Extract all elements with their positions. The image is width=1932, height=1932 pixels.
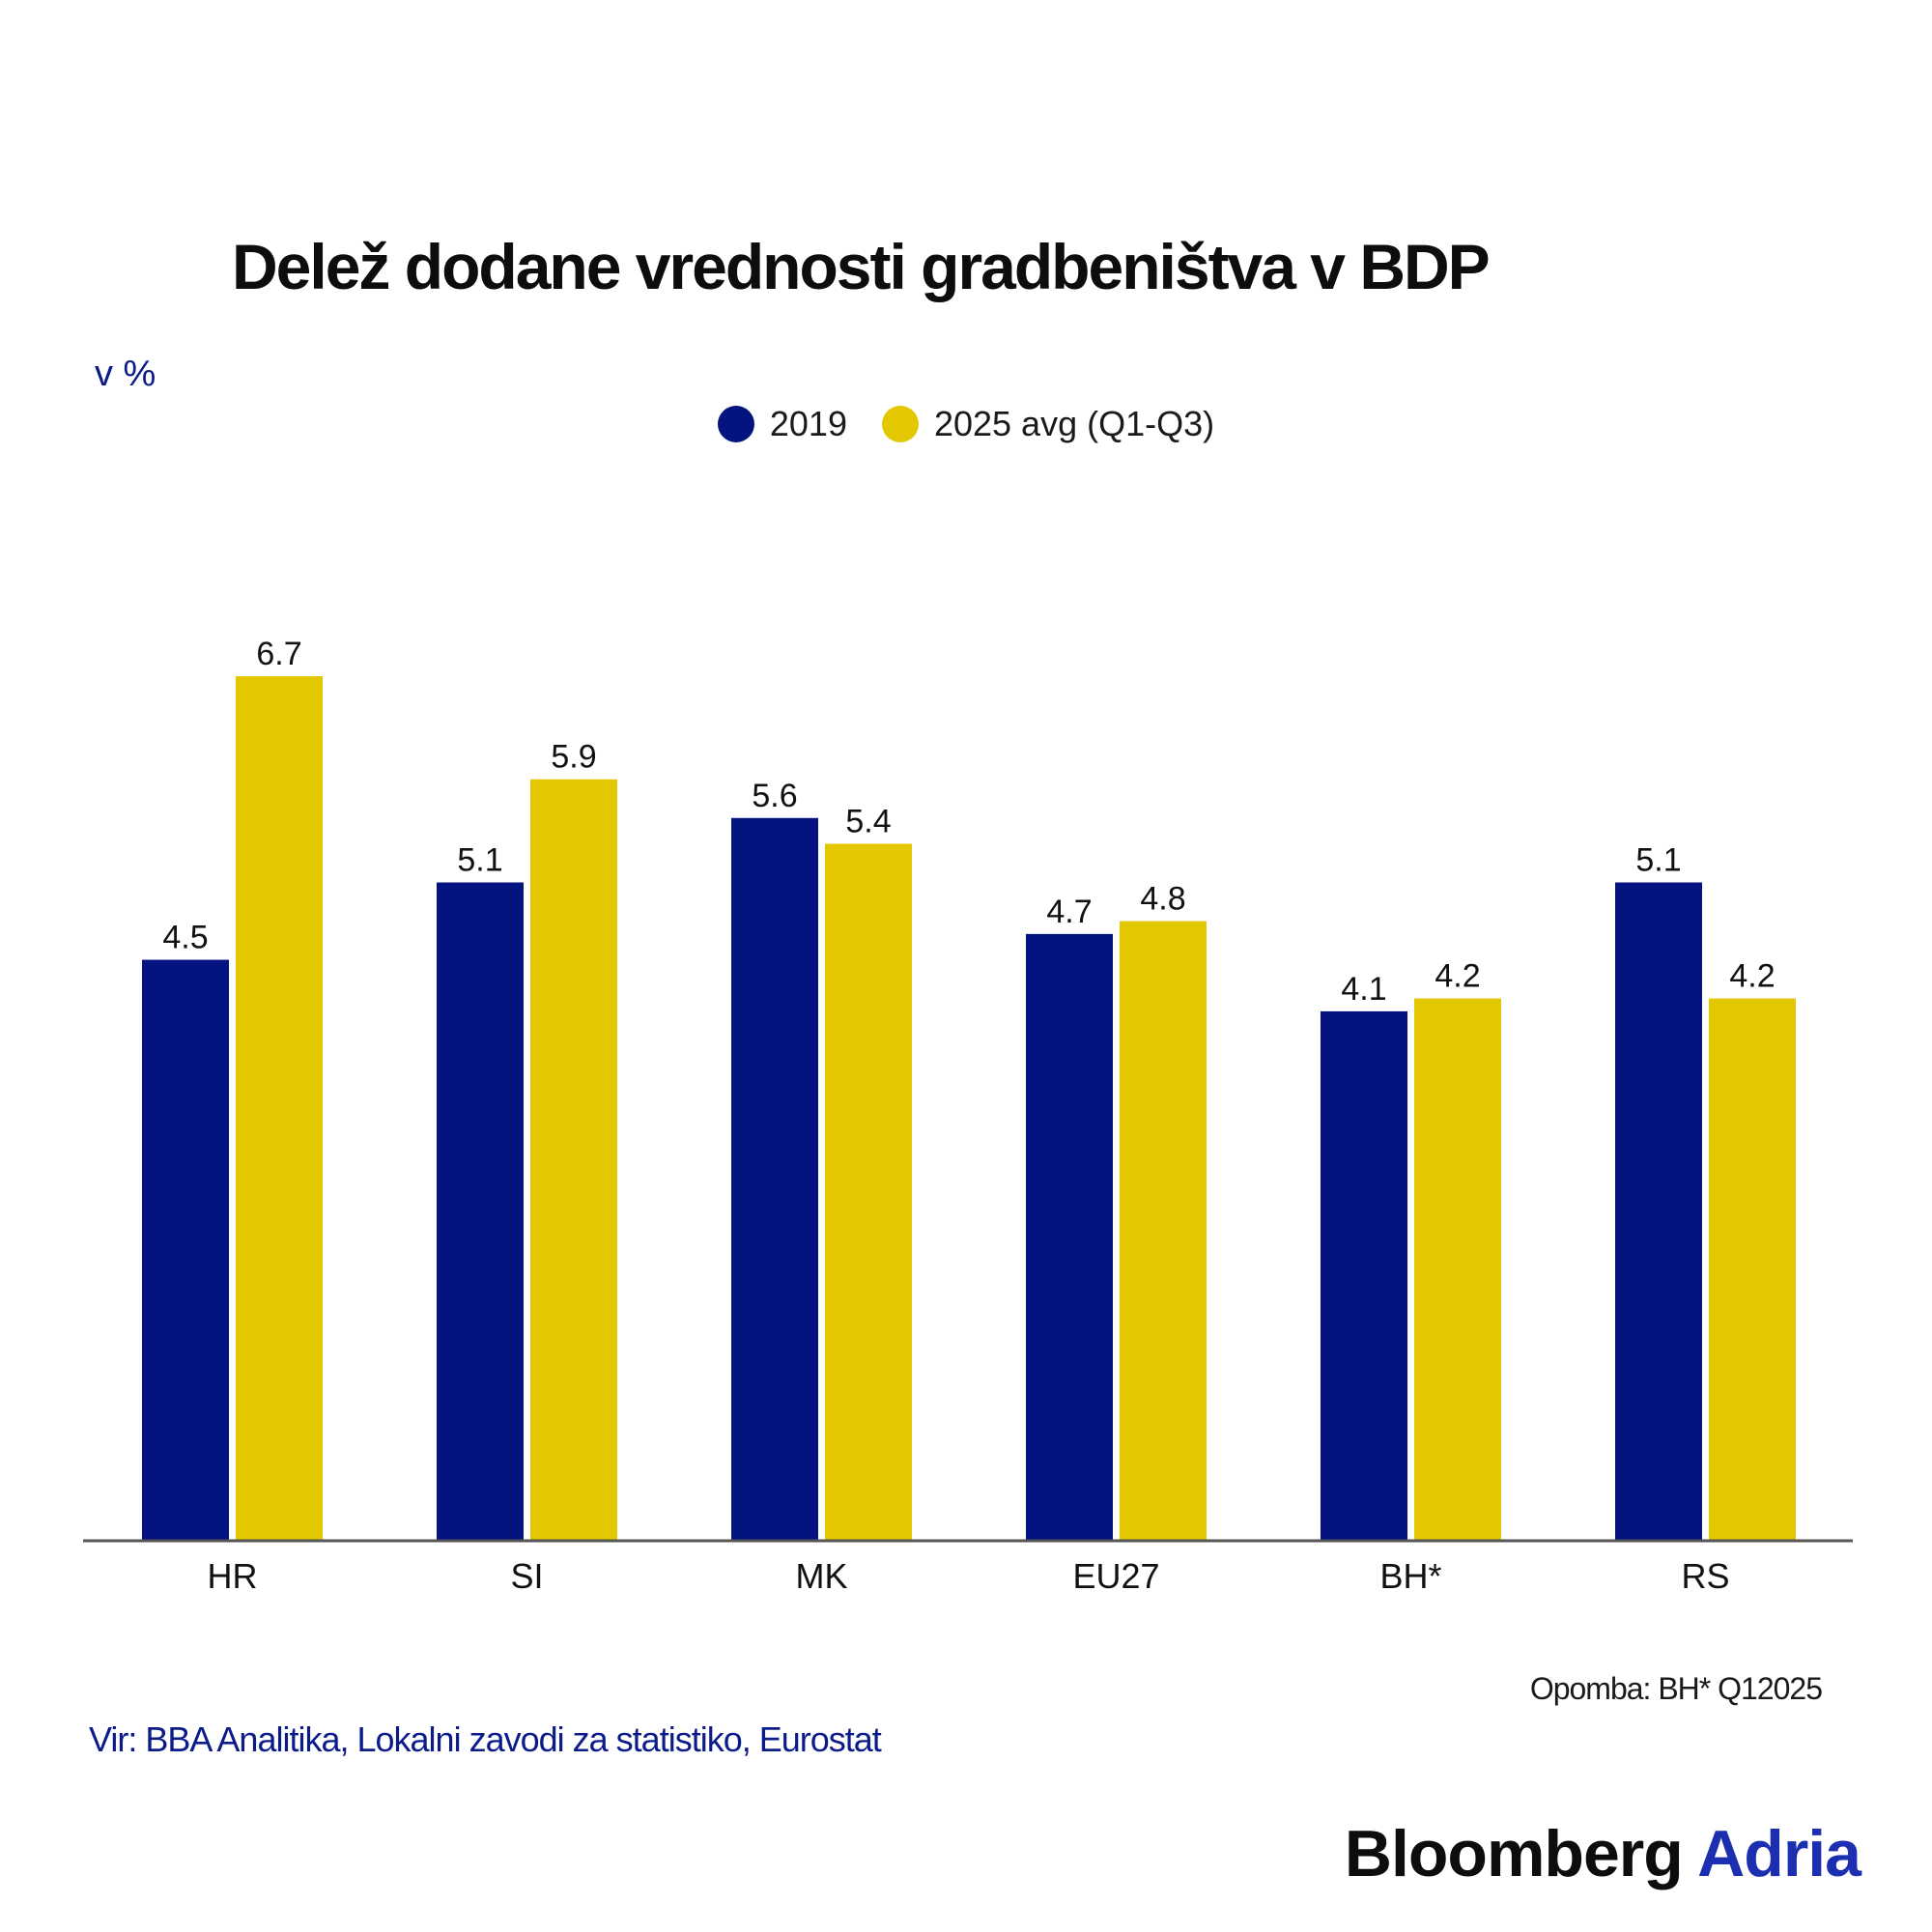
data-label: 5.4 <box>845 803 891 839</box>
bar-rs-2019 <box>1615 882 1702 1540</box>
data-label: 4.2 <box>1729 958 1775 995</box>
x-tick-label: SI <box>510 1556 543 1596</box>
data-label: 5.1 <box>457 841 502 878</box>
footnote: Opomba: BH* Q12025 <box>1529 1671 1823 1706</box>
legend-item-2019: 2019 <box>717 404 847 444</box>
source-text: Vir: BBA Analitika, Lokalni zavodi za st… <box>89 1719 882 1759</box>
data-label: 5.1 <box>1635 841 1681 878</box>
bar-eu27-2019 <box>1026 933 1113 1540</box>
bar-rs-2025 <box>1709 998 1796 1540</box>
chart-title: Delež dodane vrednosti gradbeništva v BD… <box>232 231 1491 302</box>
bar-si-2019 <box>437 882 524 1540</box>
brand-suffix: Adria <box>1697 1817 1861 1890</box>
x-tick-label: RS <box>1681 1556 1729 1596</box>
bar-eu27-2025 <box>1120 921 1207 1540</box>
data-label: 4.5 <box>162 920 208 956</box>
bar-bh-2019 <box>1321 1010 1407 1540</box>
legend-swatch-2019 <box>717 406 754 442</box>
x-tick-label: BH* <box>1379 1556 1441 1596</box>
x-tick-label: HR <box>208 1556 258 1596</box>
brand-logo: Bloomberg Adria <box>1345 1816 1861 1891</box>
brand-name: Bloomberg <box>1344 1817 1684 1890</box>
bar-hr-2025 <box>236 676 323 1540</box>
x-tick-label: EU27 <box>1072 1556 1159 1596</box>
data-label: 4.7 <box>1046 894 1092 930</box>
x-tick-label: MK <box>796 1556 848 1596</box>
bar-bh-2025 <box>1414 998 1501 1540</box>
bar-mk-2025 <box>825 843 912 1540</box>
bar-mk-2019 <box>731 817 818 1540</box>
bar-si-2025 <box>530 779 617 1540</box>
data-label: 5.6 <box>752 778 797 814</box>
unit-label: v % <box>95 354 156 394</box>
data-label: 5.9 <box>551 739 596 776</box>
data-label: 4.2 <box>1435 958 1480 995</box>
legend: 2019 2025 avg (Q1-Q3) <box>0 404 1932 444</box>
data-label: 6.7 <box>256 636 301 672</box>
data-label: 4.8 <box>1140 881 1185 918</box>
legend-item-2025: 2025 avg (Q1-Q3) <box>881 404 1215 444</box>
legend-label-2025: 2025 avg (Q1-Q3) <box>933 404 1215 443</box>
legend-label-2019: 2019 <box>769 404 847 443</box>
bar-hr-2019 <box>142 959 229 1540</box>
legend-swatch-2025 <box>881 406 919 442</box>
data-label: 4.1 <box>1341 971 1386 1008</box>
